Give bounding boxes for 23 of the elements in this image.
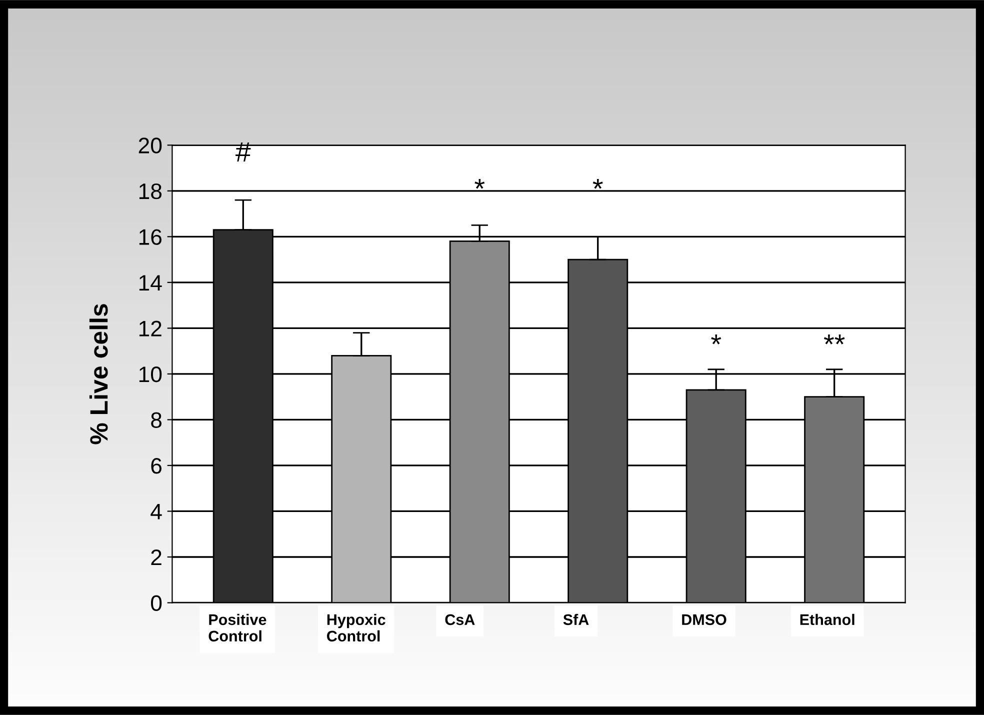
x-tick-label: CsA <box>445 614 475 626</box>
y-tick-label: 4 <box>150 504 162 520</box>
annotation: ** <box>824 334 845 344</box>
annotation: * <box>474 178 485 189</box>
y-tick-label: 8 <box>151 412 162 428</box>
y-tick-label: 20 <box>138 138 162 154</box>
y-tick-label: 6 <box>151 458 162 474</box>
x-tick-label: Ethanol <box>800 614 854 626</box>
y-tick-label: 16 <box>139 229 162 245</box>
y-tick-label: 12 <box>139 320 162 336</box>
y-tick-label: 2 <box>151 550 162 566</box>
y-tick-label: 10 <box>139 366 162 382</box>
x-tick-label: DMSO <box>682 614 726 626</box>
x-tick-label: SfA <box>563 614 589 626</box>
y-tick-label: 18 <box>139 183 162 200</box>
y-tick-label: 0 <box>150 595 162 612</box>
annotation: * <box>711 334 722 344</box>
y-axis-title: % Live cells <box>89 304 108 444</box>
y-tick-label: 14 <box>139 275 162 290</box>
x-tick-label: Positive Control <box>208 614 266 642</box>
annotation: # <box>236 142 251 162</box>
annotation: * <box>592 178 603 189</box>
x-tick-label: Hypoxic Control <box>327 614 386 642</box>
